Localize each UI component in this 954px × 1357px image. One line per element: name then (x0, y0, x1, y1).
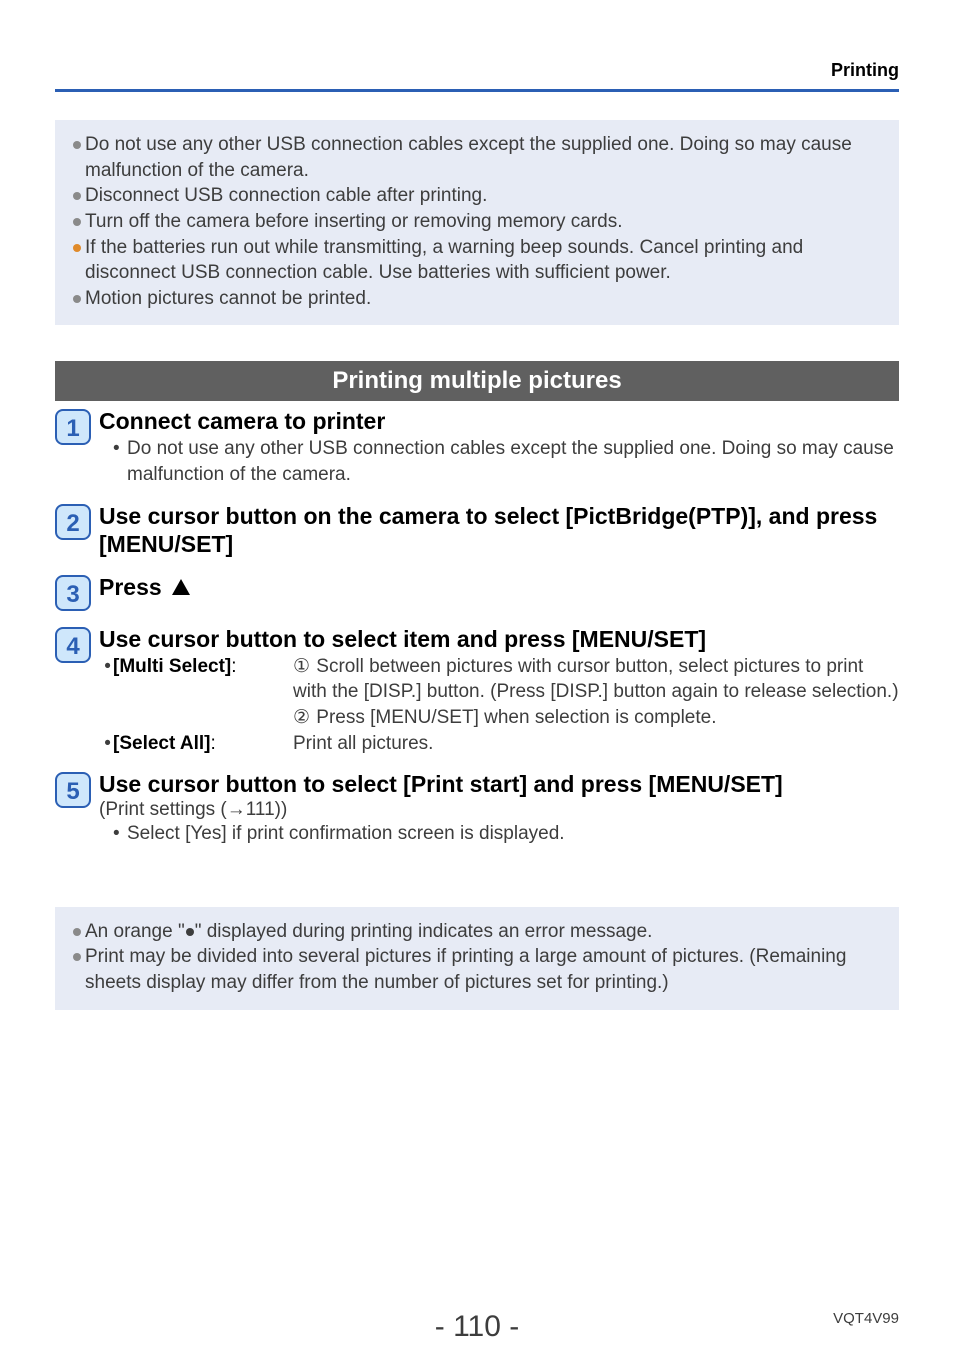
step-3: 3 Press (55, 573, 899, 611)
note-item: Print may be divided into several pictur… (73, 944, 881, 995)
page-footer: - 110 - VQT4V99 (0, 1310, 954, 1327)
step-sub: • Select [Yes] if print confirmation scr… (99, 821, 899, 847)
option-desc-text: Scroll between pictures with cursor butt… (293, 656, 899, 703)
step-body: Press (99, 573, 899, 602)
option-select-all: • [Select All]: Print all pictures. (99, 731, 899, 757)
option-colon: : (211, 733, 216, 754)
step-4: 4 Use cursor button to select item and p… (55, 625, 899, 756)
doc-code: VQT4V99 (833, 1310, 899, 1327)
step-number-icon: 1 (55, 409, 91, 445)
option-label: [Multi Select]: (113, 654, 293, 731)
step-heading: Connect camera to printer (99, 407, 899, 436)
section-banner: Printing multiple pictures (55, 361, 899, 401)
step-number-icon: 5 (55, 772, 91, 808)
step-1: 1 Connect camera to printer • Do not use… (55, 407, 899, 487)
bullet-icon (73, 141, 81, 149)
option-multi-select: • [Multi Select]: ① Scroll between pictu… (99, 654, 899, 731)
note-text-post: " displayed during printing indicates an… (195, 921, 653, 942)
option-desc-text: Press [MENU/SET] when selection is compl… (311, 707, 716, 728)
note-text-pre: An orange " (85, 921, 185, 942)
step-sub-text: Do not use any other USB connection cabl… (127, 436, 899, 487)
note-text: Do not use any other USB connection cabl… (85, 132, 881, 183)
circled-one-icon: ① (293, 654, 311, 680)
bottom-notes-box: An orange " " displayed during printing i… (55, 907, 899, 1010)
step-sub: • Do not use any other USB connection ca… (99, 436, 899, 487)
sub-bullet: • (113, 436, 127, 487)
svg-text:5: 5 (66, 778, 79, 805)
note-text: Print may be divided into several pictur… (85, 944, 881, 995)
step-number-icon: 3 (55, 575, 91, 611)
page-number: - 110 - (435, 1310, 519, 1344)
note-item: Do not use any other USB connection cabl… (73, 132, 881, 183)
step-body: Use cursor button to select item and pre… (99, 625, 899, 756)
inline-dot-icon (186, 928, 194, 936)
bullet-icon (73, 928, 81, 936)
svg-text:2: 2 (66, 510, 79, 537)
step-heading: Use cursor button to select [Print start… (99, 770, 899, 799)
step-2: 2 Use cursor button on the camera to sel… (55, 502, 899, 560)
bullet-icon (73, 244, 81, 252)
note-item: An orange " " displayed during printing i… (73, 919, 881, 945)
step-heading-prefix: Press (99, 574, 168, 600)
header-rule (55, 89, 899, 92)
step-number-icon: 2 (55, 504, 91, 540)
option-desc: Print all pictures. (293, 731, 899, 757)
step-heading: Press (99, 573, 899, 602)
svg-text:4: 4 (66, 633, 80, 660)
page-container: Printing Do not use any other USB connec… (0, 0, 954, 1357)
option-label: [Select All]: (113, 731, 293, 757)
up-triangle-icon (172, 579, 190, 595)
option-colon: : (231, 656, 236, 677)
step-heading: Use cursor button on the camera to selec… (99, 502, 899, 560)
step-heading: Use cursor button to select item and pre… (99, 625, 899, 654)
step-5: 5 Use cursor button to select [Print sta… (55, 770, 899, 846)
header-section-title: Printing (55, 60, 899, 89)
note-text: An orange " " displayed during printing i… (85, 919, 881, 945)
svg-text:3: 3 (66, 581, 79, 608)
bullet-icon (73, 953, 81, 961)
note-item: Motion pictures cannot be printed. (73, 286, 881, 312)
top-notes-box: Do not use any other USB connection cabl… (55, 120, 899, 325)
note-item: If the batteries run out while transmitt… (73, 235, 881, 286)
option-label-text: [Select All] (113, 733, 211, 754)
step-body: Use cursor button on the camera to selec… (99, 502, 899, 560)
bullet-icon (73, 192, 81, 200)
bullet-icon (73, 295, 81, 303)
note-text: Motion pictures cannot be printed. (85, 286, 881, 312)
step-body: Connect camera to printer • Do not use a… (99, 407, 899, 487)
step-sub-text: Select [Yes] if print confirmation scree… (127, 821, 565, 847)
bullet-icon (73, 218, 81, 226)
svg-text:1: 1 (66, 415, 79, 442)
option-desc: ① Scroll between pictures with cursor bu… (293, 654, 899, 731)
sub-bullet: • (113, 821, 127, 847)
option-bullet: • (99, 654, 113, 731)
note-text: Disconnect USB connection cable after pr… (85, 183, 881, 209)
option-label-text: [Multi Select] (113, 656, 231, 677)
note-item: Turn off the camera before inserting or … (73, 209, 881, 235)
step-paren-note: (Print settings (→111)) (99, 799, 899, 821)
step-body: Use cursor button to select [Print start… (99, 770, 899, 846)
circled-two-icon: ② (293, 705, 311, 731)
step-number-icon: 4 (55, 627, 91, 663)
option-bullet: • (99, 731, 113, 757)
note-item: Disconnect USB connection cable after pr… (73, 183, 881, 209)
note-text: If the batteries run out while transmitt… (85, 235, 881, 286)
note-text: Turn off the camera before inserting or … (85, 209, 881, 235)
